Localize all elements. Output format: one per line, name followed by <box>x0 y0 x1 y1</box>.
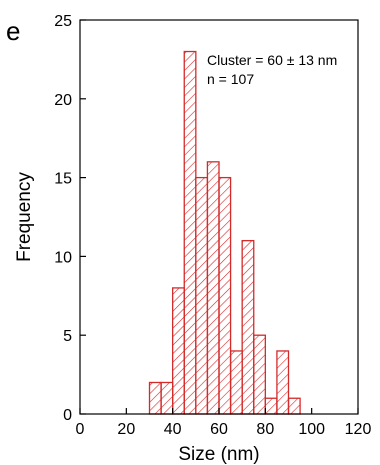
x-tick-label: 100 <box>298 421 325 438</box>
x-tick-label: 80 <box>256 421 274 438</box>
histogram-bar-90-95 <box>289 398 301 414</box>
histogram-bar-75-80 <box>254 335 266 414</box>
bars-group <box>150 52 301 414</box>
y-tick-label: 25 <box>54 13 72 30</box>
y-tick-label: 0 <box>63 407 72 424</box>
histogram-bar-35-40 <box>161 382 173 414</box>
x-tick-label: 40 <box>164 421 182 438</box>
histogram-bar-65-70 <box>231 351 243 414</box>
x-tick-label: 120 <box>345 421 372 438</box>
x-tick-label: 0 <box>76 421 85 438</box>
x-axis-label: Size (nm) <box>178 444 259 465</box>
y-tick-label: 15 <box>54 171 72 188</box>
annotation-n: n = 107 <box>207 71 254 87</box>
y-tick-label: 10 <box>54 249 72 266</box>
x-tick-label: 60 <box>210 421 228 438</box>
x-tick-label: 20 <box>117 421 135 438</box>
histogram-bar-50-55 <box>196 178 208 414</box>
histogram-bar-80-85 <box>265 398 277 414</box>
y-tick-label: 5 <box>63 328 72 345</box>
histogram-bar-30-35 <box>150 382 162 414</box>
histogram-bar-60-65 <box>219 178 231 414</box>
panel-label: e <box>6 16 20 46</box>
histogram-bar-40-45 <box>173 288 185 414</box>
histogram-bar-45-50 <box>184 52 196 414</box>
y-tick-label: 20 <box>54 92 72 109</box>
annotation-cluster: Cluster = 60 ± 13 nm <box>207 52 337 68</box>
y-axis-ticks: 0 5 10 15 20 25 <box>54 13 86 424</box>
y-axis-label: Frequency <box>14 172 35 262</box>
histogram-bar-55-60 <box>207 162 219 414</box>
histogram-bar-70-75 <box>242 241 254 414</box>
histogram-bar-85-90 <box>277 351 289 414</box>
